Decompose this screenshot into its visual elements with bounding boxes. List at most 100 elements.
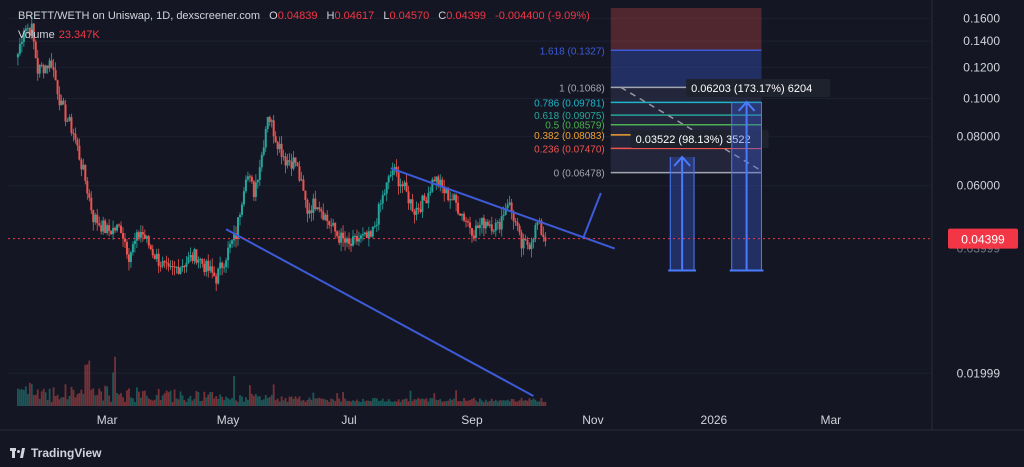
fib-level-label: 0.382 (0.08083) (534, 131, 605, 142)
candle-body (352, 236, 355, 246)
candle-body (145, 236, 148, 239)
candle-body (139, 231, 142, 238)
candle-body (282, 156, 285, 158)
volume-bar (183, 400, 186, 406)
volume-bar (256, 396, 259, 406)
candle-body (357, 238, 360, 242)
volume-bar (243, 401, 245, 406)
volume-bar (207, 394, 210, 406)
volume-bar (264, 395, 267, 406)
volume-bar (36, 389, 39, 406)
candle-body (112, 227, 115, 235)
candle-body (403, 182, 406, 187)
candle-body (353, 235, 356, 237)
volume-bar (423, 399, 426, 406)
candle-body (78, 145, 81, 160)
candle-body (387, 176, 390, 183)
trendline (390, 167, 616, 250)
volume-bar (492, 401, 495, 406)
candle-body (16, 53, 19, 58)
candle-body (54, 70, 57, 81)
trendline (582, 192, 602, 239)
volume-bar (286, 401, 289, 406)
measure-label-box (630, 130, 769, 149)
volume-bar (471, 398, 473, 406)
volume-bar (86, 364, 89, 406)
candle-body (318, 207, 321, 210)
volume-bar (294, 396, 297, 406)
volume-bar (395, 401, 398, 406)
candle-body (447, 188, 450, 201)
volume-bar (480, 400, 483, 406)
volume-bar (151, 400, 154, 406)
candle-body (439, 179, 442, 187)
candle-body (201, 258, 204, 264)
candle-body (173, 266, 176, 268)
candle-body (22, 31, 25, 43)
candle-body (68, 117, 71, 121)
volume-bar (397, 399, 400, 406)
low-value: 0.04570 (389, 10, 430, 22)
volume-bar (203, 391, 206, 406)
volume-bar (421, 398, 424, 406)
volume-bar (441, 401, 444, 406)
candle-body (377, 204, 380, 225)
candle-body (116, 224, 119, 231)
measure-label-box (686, 79, 831, 98)
volume-bar (167, 392, 170, 406)
candle-body (425, 200, 428, 204)
candle-body (338, 236, 341, 243)
candle-body (369, 231, 372, 237)
volume-bar (486, 401, 489, 406)
candle-body (24, 28, 27, 32)
candle-body (276, 141, 279, 150)
volume-bar (403, 399, 406, 406)
candle-body (316, 207, 319, 210)
y-tick-label: 0.1200 (963, 60, 1000, 74)
candle-body (405, 182, 408, 192)
candle-body (296, 162, 299, 167)
volume-bar (179, 391, 182, 406)
volume-bar (155, 394, 158, 406)
volume-bar (145, 395, 148, 406)
volume-bar (245, 397, 247, 406)
candle-body (478, 224, 481, 229)
volume-bar (494, 399, 497, 406)
volume-bar (20, 389, 23, 406)
volume-bar (24, 386, 27, 406)
volume-bar (153, 399, 156, 406)
volume-bar (260, 400, 263, 406)
volume-bar (195, 391, 198, 406)
volume-bar (177, 399, 180, 406)
volume-bar (30, 384, 33, 406)
volume-bar (268, 397, 271, 406)
volume-bar (92, 388, 95, 406)
candle-body (149, 245, 152, 250)
volume-bar (272, 384, 275, 406)
candle-body (131, 244, 134, 253)
volume-bar (132, 398, 134, 406)
volume-bar (26, 393, 29, 406)
volume-bar (130, 397, 132, 406)
volume-bar (52, 387, 55, 406)
volume-bar (461, 401, 463, 406)
candle-body (165, 262, 168, 264)
volume-bar (215, 396, 218, 406)
volume-bar (419, 399, 422, 406)
candle-body (187, 257, 190, 263)
tradingview-logo[interactable]: TradingView (10, 446, 101, 460)
candle-body (203, 263, 206, 272)
candle-body (397, 172, 400, 187)
volume-bar (42, 388, 45, 406)
volume-bar (187, 398, 190, 406)
volume-bar (40, 391, 43, 406)
volume-bar (504, 400, 507, 406)
volume-bar (298, 396, 301, 406)
candle-body (474, 225, 477, 238)
candle-body (157, 253, 160, 266)
volume-bar (482, 401, 485, 406)
volume-bar (457, 401, 459, 406)
candle-body (500, 216, 503, 230)
